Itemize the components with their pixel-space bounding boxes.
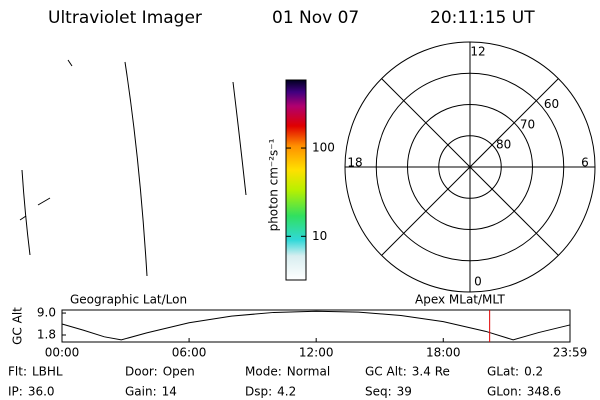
image [19,59,247,277]
image-line [21,169,31,256]
polar-axis [381,78,559,256]
info-value: 4.2 [277,385,296,399]
x-tick-label: 06:00 [172,346,207,360]
y-tick-label: 1.8 [37,327,56,341]
mlt-label: 12 [470,45,485,59]
info-value: 36.0 [28,385,55,399]
info-label: Flt: [8,365,27,379]
time: 20:11:15 UT [430,8,535,28]
lat-label: 60 [544,97,559,111]
left-label: Geographic Lat/Lon [70,293,187,307]
lat-circle [438,135,502,199]
title: Ultraviolet Imager [48,8,202,28]
image-line [19,59,73,221]
altitude-line [61,310,571,341]
colorbar-tick-label: 10 [312,229,327,243]
y-axis-label: GC Alt [11,307,25,345]
lat-label: 80 [496,137,511,151]
plot-frame [61,309,571,343]
info-label: Door: [125,365,158,379]
mlt-label: 6 [581,156,589,170]
info-value: 3.4 Re [412,365,450,379]
info-label: Seq: [365,385,392,399]
info-value: 348.6 [527,385,561,399]
info-label: Mode: [245,365,282,379]
date: 01 Nov 07 [272,8,359,28]
colorbar-label: photon cm⁻²s⁻¹ [267,138,281,231]
image-line [124,61,148,277]
x-tick-label: 00:00 [45,346,80,360]
info-value: LBHL [32,365,63,379]
lat-circle [407,104,533,230]
info-value: Normal [287,365,330,379]
colorbar [285,79,307,281]
image-line [232,81,247,196]
info-label: GLon: [487,385,522,399]
info-value: 0.2 [524,365,543,379]
info-value: 14 [162,385,177,399]
mlt-label: 18 [347,156,362,170]
colorbar-tick-label: 100 [312,141,335,155]
info-label: Dsp: [245,385,272,399]
y-tick-label: 9.0 [37,306,56,320]
info-value: 39 [397,385,412,399]
info-label: GC Alt: [365,365,407,379]
right-label: Apex MLat/MLT [415,293,505,307]
x-tick-label: 18:00 [426,346,461,360]
info-label: GLat: [487,365,519,379]
x-tick-label: 23:59 [553,346,588,360]
info-value: Open [163,365,195,379]
mlt-label: 0 [474,275,482,289]
info-label: Gain: [125,385,157,399]
lat-circle [375,72,565,262]
lat-label: 70 [520,117,535,131]
x-tick-label: 12:00 [299,346,334,360]
info-label: IP: [8,385,23,399]
